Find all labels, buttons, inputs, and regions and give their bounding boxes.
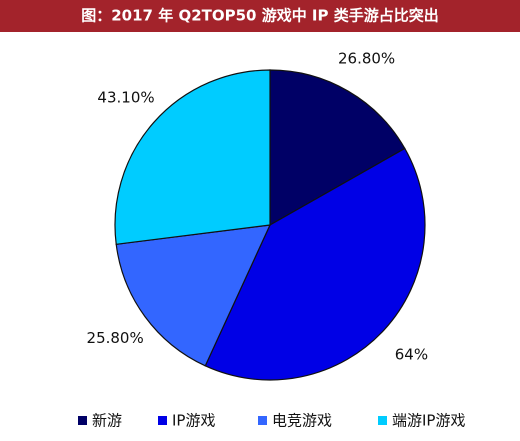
- pie-slice: [115, 224, 271, 367]
- legend-label: 电竞游戏: [272, 412, 332, 430]
- legend-label: 端游IP游戏: [392, 412, 465, 430]
- data-label: 43.10%: [97, 88, 154, 106]
- data-label: 26.80%: [338, 50, 395, 68]
- data-label: 25.80%: [87, 329, 144, 347]
- legend-swatch: [158, 416, 167, 425]
- legend-label: 新游: [92, 412, 122, 430]
- legend-swatch: [378, 416, 387, 425]
- pie-slice: [269, 69, 406, 227]
- title-bar: [0, 0, 520, 32]
- legend-label: IP游戏: [172, 412, 215, 430]
- pie-slice: [114, 69, 271, 245]
- legend-swatch: [78, 416, 87, 425]
- chart-title: 图：2017 年 Q2TOP50 游戏中 IP 类手游占比突出: [81, 7, 438, 25]
- legend-swatch: [258, 416, 267, 425]
- pie-slice: [204, 147, 426, 381]
- data-label: 64%: [395, 345, 428, 363]
